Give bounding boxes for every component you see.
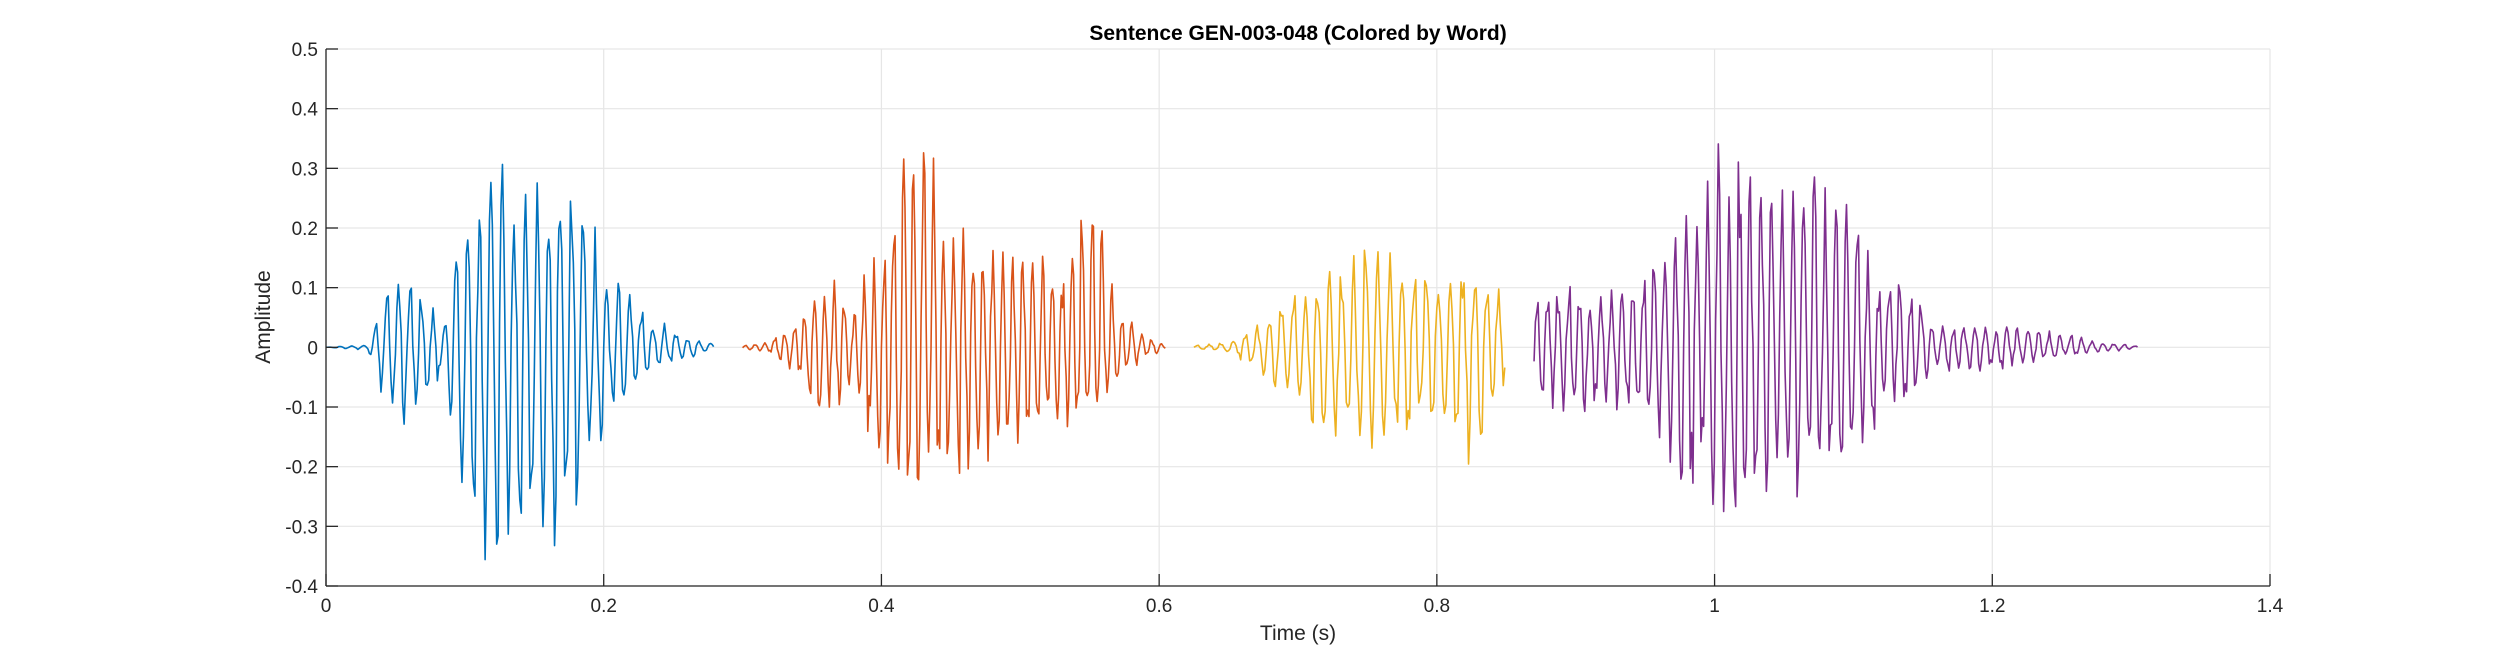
series-line-2 (742, 151, 1166, 481)
y-tick-label: -0.3 (285, 517, 318, 538)
axes-background (326, 49, 2270, 586)
y-tick-label: 0.2 (292, 219, 318, 240)
y-tick-label: -0.2 (285, 458, 318, 479)
y-tick-label: -0.1 (285, 398, 318, 419)
y-tick-label: 0 (307, 338, 318, 359)
x-axis-label: Time (s) (1260, 622, 1336, 645)
series-line-3 (1193, 249, 1506, 465)
x-tick-label: 0 (321, 596, 332, 617)
tick-labels: 0 0.2 0.4 0.6 0.8 1 1.2 1.4 -0.4 -0.3 -0.2 -0.1 0 0.1… (285, 40, 2283, 617)
series-line-1 (325, 163, 715, 561)
y-axis-label: Amplitude (252, 270, 275, 363)
axes (325, 48, 2271, 587)
x-tick-label: 1.4 (2257, 596, 2284, 617)
x-tick-label: 0.8 (1424, 596, 1450, 617)
series-layer (325, 143, 2138, 561)
chart-title: Sentence GEN-003-048 (Colored by Word) (1089, 22, 1506, 45)
y-tick-label: 0.1 (292, 279, 318, 300)
x-tick-label: 1 (1709, 596, 1720, 617)
x-tick-label: 0.4 (868, 596, 895, 617)
y-tick-label: 0.3 (292, 159, 318, 180)
x-tick-label: 0.6 (1146, 596, 1172, 617)
x-tick-label: 0.2 (591, 596, 617, 617)
series-line-4 (1533, 143, 2138, 513)
y-tick-label: 0.5 (292, 40, 318, 61)
y-tick-label: 0.4 (292, 100, 319, 121)
x-tick-label: 1.2 (1979, 596, 2005, 617)
y-tick-label: -0.4 (285, 577, 318, 598)
